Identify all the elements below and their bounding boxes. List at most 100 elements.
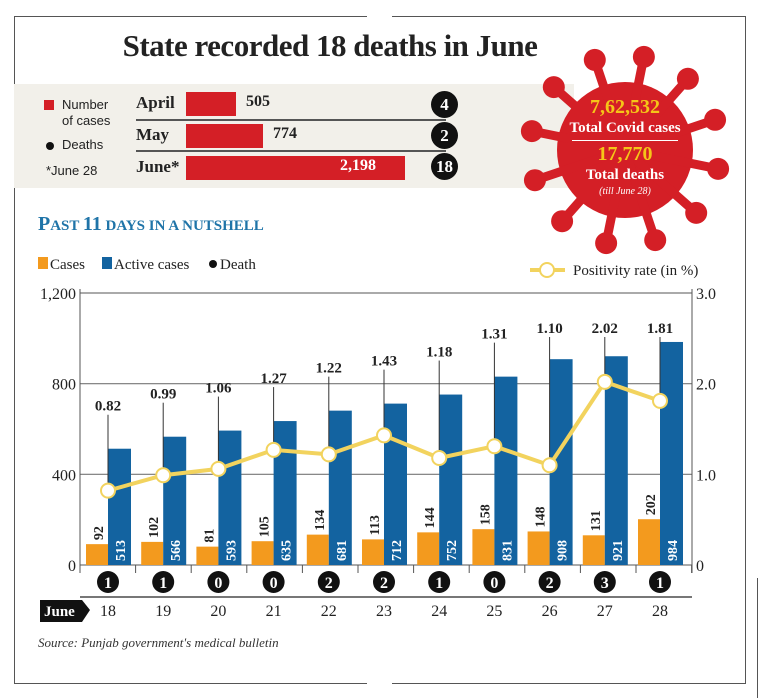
active-value-label: 712: [390, 540, 405, 561]
date-label: 21: [266, 603, 282, 620]
active-value-label: 831: [500, 540, 515, 561]
month-value: 505: [246, 93, 270, 110]
date-label: 22: [321, 603, 337, 620]
y-right-tick-label: 3.0: [696, 286, 716, 303]
cases-value-label: 81: [202, 529, 217, 543]
death-marker: [649, 571, 671, 593]
frame-bottom-right: [392, 683, 746, 684]
active-legend-label: Active cases: [114, 257, 190, 273]
active-value-label: 513: [114, 540, 129, 561]
frame-top-left: [14, 16, 367, 17]
cases-value-label: 113: [368, 515, 383, 535]
date-label: 20: [210, 603, 226, 620]
date-label: 23: [376, 603, 392, 620]
cases-bar: [306, 534, 329, 565]
section-title: PAST 11 DAYS IN A NUTSHELL: [38, 213, 264, 236]
date-label: 26: [542, 603, 558, 620]
month-deaths-badge: 4: [431, 91, 458, 118]
positivity-point: [265, 441, 282, 458]
date-label: 18: [100, 603, 116, 620]
legend-line: Number: [62, 97, 109, 112]
cases-value-label: 105: [258, 516, 273, 537]
cases-bar: [527, 531, 550, 565]
total-deaths-label: Total deaths: [585, 167, 665, 183]
active-cases-bar: [660, 341, 683, 565]
death-count: 2: [546, 575, 554, 592]
date-label: 25: [486, 603, 502, 620]
y-left-tick-label: 400: [52, 467, 76, 484]
positivity-value-label: 1.31: [481, 327, 507, 343]
cases-legend-label: Number of cases: [62, 97, 110, 129]
positivity-point: [376, 427, 392, 444]
death-marker: [538, 571, 561, 593]
active-value-label: 921: [611, 540, 626, 561]
death-marker: [152, 571, 175, 593]
active-value-label: 593: [224, 540, 239, 561]
cases-bar: [582, 535, 605, 565]
month-deaths-badge: 2: [431, 122, 458, 149]
cases-bar: [141, 541, 164, 565]
month-bar: [186, 124, 263, 148]
month-tag: [40, 600, 90, 622]
y-right-tick-label: 0: [696, 558, 704, 575]
date-label: 24: [431, 603, 447, 620]
cases-bar: [417, 532, 440, 565]
active-cases-bar: [549, 359, 573, 565]
positivity-point: [652, 392, 668, 409]
cases-value-label: 92: [92, 526, 107, 540]
deaths-legend-label: Deaths: [62, 137, 104, 152]
death-count: 0: [214, 575, 222, 592]
positivity-value-label: 1.81: [647, 321, 673, 337]
positivity-value-label: 1.43: [371, 354, 397, 370]
active-value-label: 752: [445, 540, 460, 561]
death-count: 1: [104, 575, 112, 592]
cases-bar: [472, 529, 495, 565]
positivity-legend-label: Positivity rate (in %): [573, 263, 698, 279]
legend-line: of cases: [62, 113, 111, 128]
cases-value-label: 144: [423, 507, 438, 528]
active-cases-bar: [439, 394, 463, 565]
frame-edge: [757, 578, 758, 698]
death-count: 0: [270, 575, 278, 592]
positivity-point: [155, 467, 172, 484]
active-cases-bar: [273, 421, 297, 565]
positivity-point: [486, 438, 503, 455]
month-bar: [186, 92, 236, 116]
active-value-label: 566: [169, 540, 184, 561]
y-left-tick-label: 1,200: [40, 286, 76, 303]
death-marker: [428, 571, 451, 593]
positivity-legend-marker: [539, 262, 555, 278]
active-value-label: 635: [280, 540, 295, 561]
y-left-tick-label: 0: [68, 558, 76, 575]
death-marker: [97, 571, 119, 593]
y-right-tick-label: 2.0: [696, 377, 716, 394]
title-part: AST: [50, 218, 83, 234]
death-marker: [593, 571, 616, 593]
cases-legend-label: Cases: [50, 257, 85, 273]
active-value-label: 908: [556, 540, 571, 561]
active-value-label: 681: [335, 540, 350, 561]
death-count: 2: [325, 575, 333, 592]
total-cases-label: Total Covid cases: [569, 120, 681, 136]
y-left-tick-label: 800: [52, 377, 76, 394]
cases-legend-swatch: [44, 100, 54, 110]
positivity-value-label: 1.22: [316, 361, 342, 377]
frame-top-right: [392, 16, 745, 17]
title-part: P: [38, 213, 51, 235]
death-count: 3: [601, 575, 609, 592]
death-count: 1: [656, 575, 664, 592]
positivity-point: [100, 482, 116, 499]
cases-value-label: 158: [478, 504, 493, 525]
month-value: 774: [273, 125, 297, 142]
positivity-point: [541, 457, 558, 474]
death-marker: [483, 571, 506, 593]
death-count: 0: [490, 575, 498, 592]
month-tag-label: June: [44, 604, 75, 620]
active-cases-bar: [494, 376, 518, 565]
death-count: 2: [380, 575, 388, 592]
month-bar: [186, 156, 405, 180]
total-deaths-note: (till June 28): [599, 186, 651, 197]
title-part: DAYS IN A NUTSHELL: [101, 218, 264, 234]
